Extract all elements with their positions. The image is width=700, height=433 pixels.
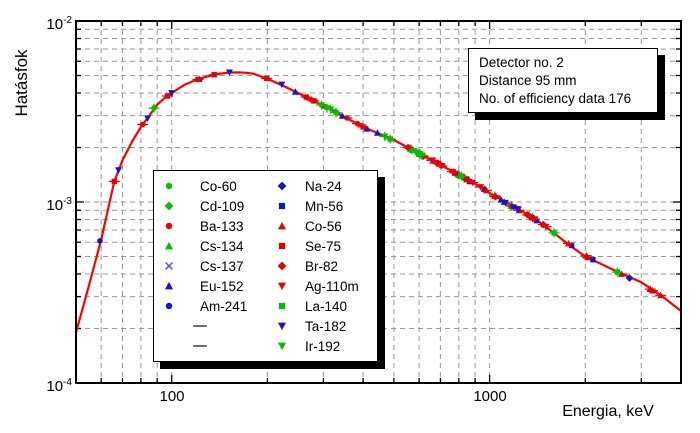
co-60-circle-icon: [161, 178, 177, 194]
ta-182-triangle-down-icon: [274, 318, 290, 334]
legend-label: Am-241: [200, 298, 248, 314]
series-ir-192: [316, 100, 428, 160]
series-se-75: [108, 72, 369, 185]
legend-item-co-56: Co-56: [266, 216, 378, 236]
plot-frame: [75, 20, 682, 384]
legend-label: Cs-134: [200, 238, 244, 254]
legend-label: Ta-182: [305, 318, 347, 334]
series-la-140: [330, 108, 623, 277]
detector-info-box: Detector no. 2 Distance 95 mm No. of eff…: [468, 48, 658, 113]
series-am-241: [97, 238, 103, 244]
info-line-distance: Distance 95 mm: [479, 73, 577, 88]
legend-item-fit-line-7: [154, 316, 266, 336]
eu-152-triangle-up-icon: [161, 278, 177, 294]
legend-label: La-140: [305, 298, 348, 314]
ba-133-circle-icon: [161, 218, 177, 234]
legend-label: Ir-192: [305, 338, 341, 354]
cd-109-diamond-icon: [161, 198, 177, 214]
mn-56-square-icon: [274, 198, 290, 214]
legend-item-br-82: Br-82: [266, 256, 378, 276]
legend-column-2: Na-24 Mn-56 Co-56 Se-75 Br-82 Ag-110m La-140 Ta…: [266, 176, 378, 356]
legend-item-ir-192: Ir-192: [266, 336, 378, 356]
y-tick-label-1e-4: 10-4: [46, 377, 72, 395]
co-56-triangle-up-icon: [274, 218, 290, 234]
legend-item-cs-134: Cs-134: [154, 236, 266, 256]
legend-item-ag-110m: Ag-110m: [266, 276, 378, 296]
legend-column-1: Co-60 Cd-109 Ba-133 Cs-134 Cs-137 Eu-152 Am-24…: [154, 176, 266, 356]
legend-label: Mn-56: [305, 198, 344, 214]
legend-item-mn-56: Mn-56: [266, 196, 378, 216]
legend-item-co-60: Co-60: [154, 176, 266, 196]
series-cd-109: [148, 103, 160, 113]
fit-line-dash-icon: [192, 338, 208, 354]
legend-item-se-75: Se-75: [266, 236, 378, 256]
br-82-diamond-icon: [274, 258, 290, 274]
legend-item-eu-152: Eu-152: [154, 276, 266, 296]
legend-item-ba-133: Ba-133: [154, 216, 266, 236]
se-75-square-icon: [274, 238, 290, 254]
ag-110m-triangle-down-icon: [274, 278, 290, 294]
na-24-diamond-icon: [274, 178, 290, 194]
series-ag-110m: [426, 157, 552, 231]
series-br-82: [402, 143, 549, 229]
legend-item-na-24: Na-24: [266, 176, 378, 196]
info-line-data-count: No. of efficiency data 176: [479, 91, 632, 106]
legend: Co-60 Cd-109 Ba-133 Cs-134 Cs-137 Eu-152 Am-24…: [153, 170, 378, 362]
legend-item-cd-109: Cd-109: [154, 196, 266, 216]
x-tick-label-100: 100: [159, 388, 185, 405]
legend-label: Eu-152: [200, 278, 244, 294]
legend-label: Ag-110m: [305, 278, 359, 294]
legend-label: Co-56: [305, 218, 342, 234]
legend-label: Br-82: [305, 258, 339, 274]
legend-item-la-140: La-140: [266, 296, 378, 316]
legend-label: Co-60: [200, 178, 237, 194]
cs-134-triangle-up-icon: [161, 238, 177, 254]
x-tick-label-1000: 1000: [473, 388, 507, 405]
legend-label: Na-24: [305, 178, 342, 194]
y-axis-label: Hatásfok: [12, 49, 31, 117]
series-ta-182: [115, 69, 522, 213]
cs-137-cross-icon: [161, 258, 177, 274]
legend-label: Cd-109: [200, 198, 245, 214]
x-axis-label: Energia, keV: [562, 403, 654, 420]
legend-label: Se-75: [305, 238, 342, 254]
ir-192-triangle-down-icon: [274, 338, 290, 354]
y-tick-label-1e-2: 10-2: [46, 15, 72, 33]
la-140-square-icon: [274, 298, 290, 314]
legend-label: Ba-133: [200, 218, 244, 234]
info-line-detector: Detector no. 2: [479, 55, 564, 70]
series-ba-133: [137, 97, 363, 128]
legend-label: Cs-137: [200, 258, 244, 274]
am-241-circle-icon: [161, 298, 177, 314]
fit-line-dash-icon: [192, 318, 208, 334]
legend-item-cs-137: Cs-137: [154, 256, 266, 276]
legend-item-am-241: Am-241: [154, 296, 266, 316]
legend-item-ta-182: Ta-182: [266, 316, 378, 336]
y-tick-label-1e-3: 10-3: [46, 196, 72, 214]
legend-item-fit-line-8: [154, 336, 266, 356]
